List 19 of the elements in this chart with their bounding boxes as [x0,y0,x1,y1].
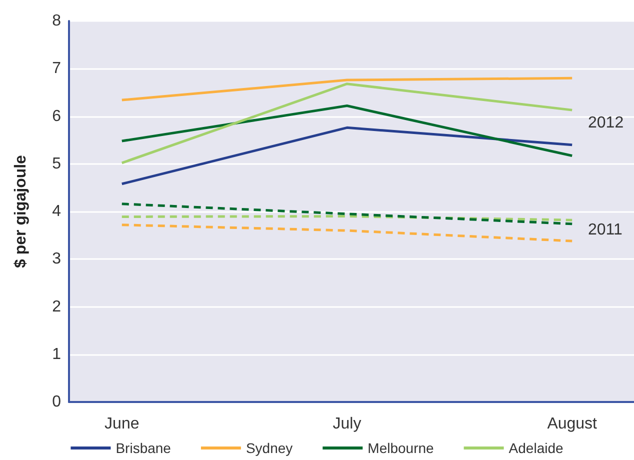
legend-label: Melbourne [368,440,434,456]
annotation: 2011 [588,222,623,238]
y-axis-title: $ per gigajoule [12,154,30,268]
y-tick-label: 0 [52,394,62,410]
y-tick-label: 1 [52,346,62,363]
legend-label: Adelaide [508,440,564,456]
legend-label: Sydney [246,440,293,456]
y-tick-label: 3 [52,250,62,268]
y-tick-label: 4 [52,203,62,220]
x-tick-label: July [332,416,362,432]
x-tick-label: June [104,416,140,432]
legend-label: Brisbane [116,440,172,456]
y-tick-label: 6 [52,108,62,125]
y-tick-label: 5 [52,155,62,172]
y-tick-label: 8 [52,12,62,30]
annotation: 2012 [588,114,624,132]
x-tick-label: August [547,416,598,432]
y-tick-label: 7 [52,60,62,78]
y-tick-label: 2 [52,298,62,316]
